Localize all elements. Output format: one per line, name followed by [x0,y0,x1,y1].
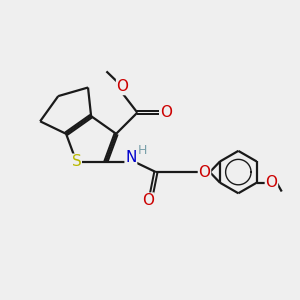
Text: H: H [138,144,147,157]
Text: O: O [117,80,129,94]
Text: O: O [266,175,278,190]
Text: O: O [160,105,172,120]
Text: O: O [142,193,154,208]
Text: S: S [71,154,81,169]
Text: O: O [199,165,211,180]
Text: N: N [125,150,136,165]
